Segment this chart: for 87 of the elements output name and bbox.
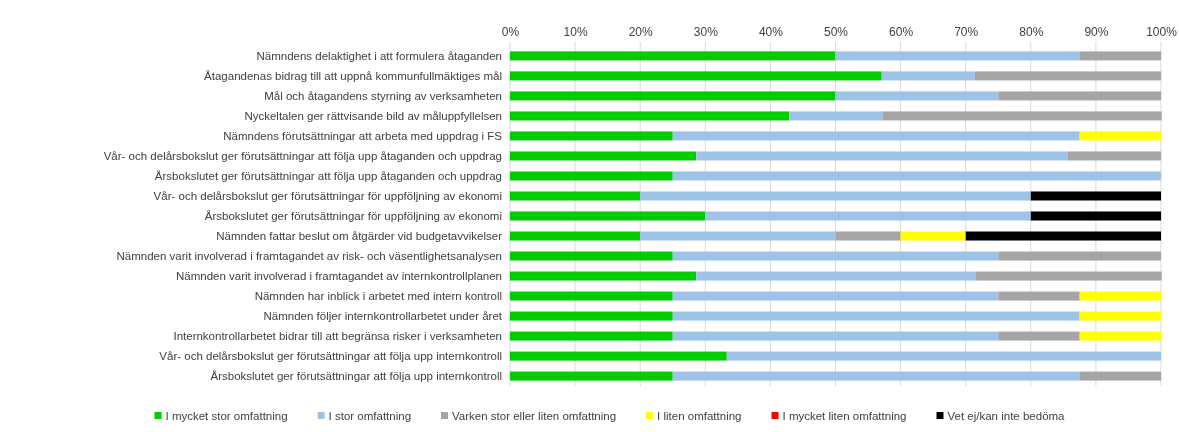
bar: [835, 91, 999, 101]
x-tick-label: 50%: [823, 25, 849, 39]
x-tick-label: 60%: [889, 25, 914, 39]
bar: [1079, 131, 1161, 141]
y-tick-label: Nämnden följer internkontrollarbetet under året: [263, 309, 503, 322]
x-tick-label: 80%: [1019, 25, 1044, 39]
y-tick-label: Åtagandenas bidrag till att uppnå kommunfullmäktiges mål: [204, 69, 502, 82]
y-tick-label: Årsbokslutet ger förutsättningar att följa upp internkontroll: [210, 369, 502, 382]
y-tick-label: Årsbokslutet ger förutsättningar för uppföljning av ekonomi: [204, 209, 502, 222]
bar: [510, 131, 673, 141]
bar: [510, 231, 641, 241]
bar: [510, 191, 641, 201]
bar: [998, 91, 1161, 101]
bar: [510, 171, 673, 181]
bar: [672, 131, 1080, 141]
bar: [1079, 51, 1161, 61]
bar: [696, 271, 976, 281]
legend-label: I liten omfattning: [657, 409, 742, 422]
bar: [510, 351, 727, 361]
y-tick-label: Nyckeltalen ger rättvisande bild av måluppfyllelsen: [244, 109, 502, 122]
x-tick-label: 70%: [954, 25, 979, 39]
y-tick-label: Nämnden varit involverad i framtagandet av risk- och väsentlighetsanalysen: [116, 249, 502, 262]
legend-label: I mycket stor omfattning: [165, 409, 288, 422]
bar: [998, 291, 1080, 301]
bar: [998, 251, 1161, 261]
bar: [1067, 151, 1161, 161]
bar: [998, 331, 1080, 341]
bar: [705, 211, 1031, 221]
bar: [510, 111, 790, 121]
bar: [789, 111, 883, 121]
bar: [672, 171, 1161, 181]
x-tick-label: 40%: [758, 25, 784, 39]
y-tick-label: Mål och åtagandens styrning av verksamheten: [264, 89, 502, 102]
bar: [510, 71, 882, 81]
y-tick-label: Nämnden har inblick i arbetet med intern kontroll: [254, 289, 502, 302]
x-tick-label: 0%: [501, 25, 520, 39]
bar: [1030, 191, 1161, 201]
x-tick-label: 30%: [693, 25, 719, 39]
bar: [510, 331, 673, 341]
bar: [672, 311, 1080, 321]
bar: [974, 71, 1161, 81]
y-tick-label: Vår- och delårsbokslut ger förutsättningar för uppföljning av ekonomi: [153, 189, 502, 202]
bar: [510, 211, 706, 221]
x-tick-label: 90%: [1084, 25, 1109, 39]
bar: [1079, 331, 1161, 341]
legend-label: Vet ej/kan inte bedöma: [947, 409, 1066, 422]
y-tick-label: Årsbokslutet ger förutsättningar att följa upp åtaganden och uppdrag: [154, 169, 502, 182]
bar: [835, 51, 1080, 61]
legend-label: Varken stor eller liten omfattning: [452, 409, 617, 422]
bar: [900, 231, 966, 241]
y-tick-label: Vår- och delårsbokslut ger förutsättningar att följa upp åtaganden och uppdrag: [103, 149, 502, 162]
bar: [510, 151, 697, 161]
bar: [975, 271, 1162, 281]
bar: [835, 231, 901, 241]
y-tick-label: Nämnden varit involverad i framtagandet av internkontrollplanen: [175, 269, 502, 282]
bar: [510, 91, 836, 101]
bar: [696, 151, 1068, 161]
x-tick-label: 100%: [1146, 25, 1178, 39]
bar: [1079, 311, 1161, 321]
bar: [672, 251, 999, 261]
bar: [510, 271, 697, 281]
x-tick-label: 20%: [628, 25, 654, 39]
bar: [510, 51, 836, 61]
x-tick-label: 10%: [563, 25, 588, 39]
bar: [640, 231, 836, 241]
bar: [1030, 211, 1161, 221]
bar: [510, 291, 673, 301]
bar: [1079, 371, 1161, 381]
y-tick-label: Nämnden fattar beslut om åtgärder vid budgetavvikelser: [216, 229, 503, 242]
bar: [510, 371, 673, 381]
bar: [882, 111, 1162, 121]
bar: [965, 231, 1161, 241]
bar: [881, 71, 975, 81]
bar: [640, 191, 1031, 201]
bar: [672, 331, 999, 341]
y-tick-label: Nämndens delaktighet i att formulera åtaganden: [256, 49, 502, 62]
bar: [726, 351, 1161, 361]
bar: [510, 311, 673, 321]
bar: [1079, 291, 1161, 301]
bar: [672, 371, 1080, 381]
bar: [672, 291, 999, 301]
legend-label: I mycket liten omfattning: [782, 409, 907, 422]
bar: [510, 251, 673, 261]
y-tick-label: Nämndens förutsättningar att arbeta med uppdrag i FS: [223, 129, 503, 142]
y-tick-label: Internkontrollarbetet bidrar till att begränsa risker i verksamheten: [173, 329, 502, 342]
y-tick-label: Vår- och delårsbokslut ger förutsättningar att följa upp internkontroll: [159, 349, 502, 362]
legend-label: I stor omfattning: [328, 409, 412, 422]
